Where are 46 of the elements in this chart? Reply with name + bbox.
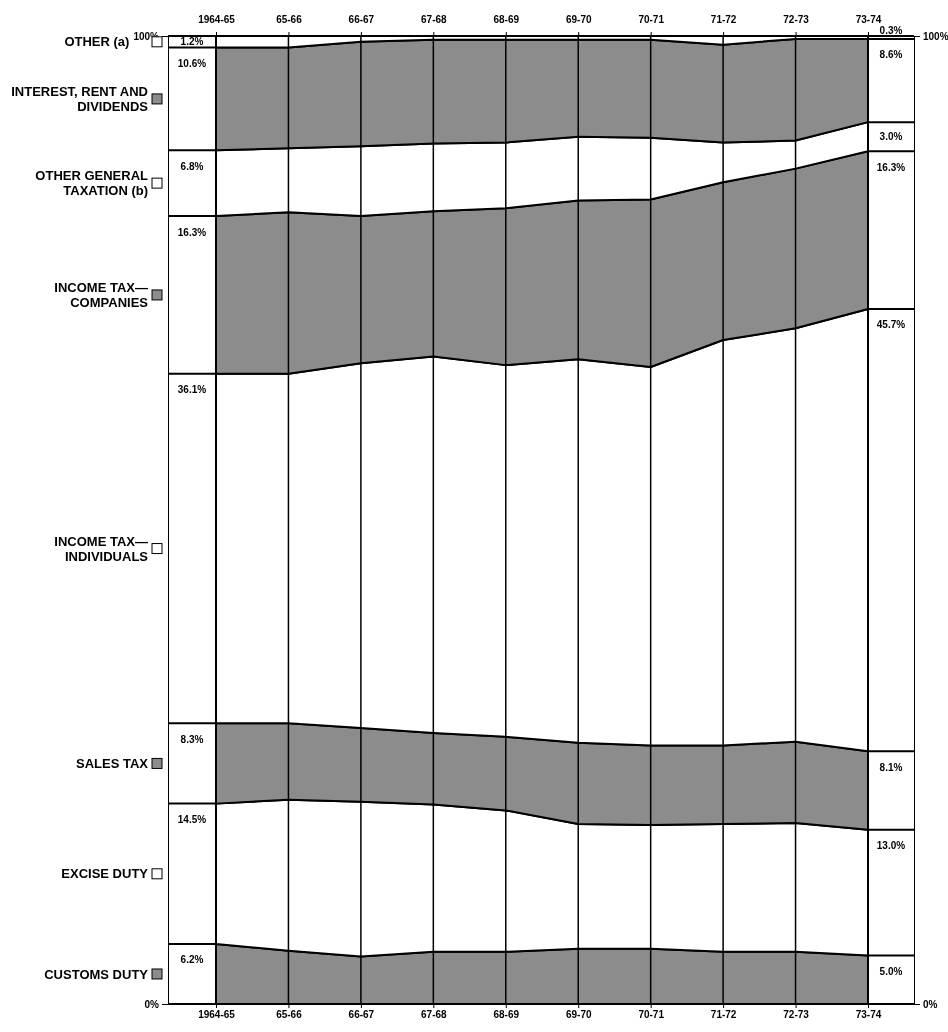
data-label: 1.2% [180,36,204,48]
category-label: 65-66 [276,14,302,25]
data-label: 16.3% [876,161,906,173]
x-tick-label: 70-71 [638,1009,665,1021]
x-tick-label: 65-66 [276,1009,303,1021]
x-tick-label: 68-69 [493,1009,520,1021]
legend-label: OTHER GENERAL TAXATION (b) [35,168,149,199]
category-label: 71-72 [710,14,737,25]
category-label: 70-71 [638,14,664,25]
x-tick-label: 72-73 [783,1009,810,1021]
category-label: 68-69 [493,14,520,25]
data-label: 3.0% [879,131,903,143]
category-label: 69-70 [565,14,592,25]
data-label: 10.6% [177,58,207,70]
x-tick-label: 69-70 [565,1009,592,1021]
data-label: 13.0% [876,840,906,852]
x-tick-label: 71-72 [710,1009,737,1021]
data-label: 6.2% [180,954,204,966]
y2-tick-label: 100% [923,30,948,42]
data-label: 6.8% [180,160,204,172]
legend-label: EXCISE DUTY [61,866,149,882]
category-label: 66-67 [348,14,375,25]
category-label: 72-73 [783,14,809,25]
category-label: 73-74 [855,14,882,25]
data-label: 14.5% [177,814,207,826]
x-tick-label: 66-67 [348,1009,375,1021]
data-label: 8.6% [879,49,903,61]
data-label: 36.1% [177,384,207,396]
data-label: 8.3% [180,733,204,745]
x-tick-label: 73-74 [855,1009,882,1021]
y2-tick-label: 0% [923,998,938,1010]
data-label: 0.3% [879,25,903,36]
category-label: 1964-65 [198,14,235,25]
x-tick-label: 67-68 [421,1009,448,1021]
legend-label: OTHER (a) [64,34,130,50]
data-label: 16.3% [177,226,207,238]
data-label: 45.7% [876,319,906,331]
data-label: 8.1% [879,761,903,773]
legend-label: INTEREST, RENT AND DIVIDENDS [11,83,149,114]
x-tick-label: 1964-65 [198,1009,236,1021]
category-label: 67-68 [421,14,447,25]
legend-label: SALES TAX [76,756,149,771]
data-label: 5.0% [879,966,903,978]
legend-label: INCOME TAX—INDIVIDUALS [54,533,149,564]
legend-label: CUSTOMS DUTY [44,966,149,982]
legend-label: INCOME TAX—COMPANIES [54,279,149,310]
